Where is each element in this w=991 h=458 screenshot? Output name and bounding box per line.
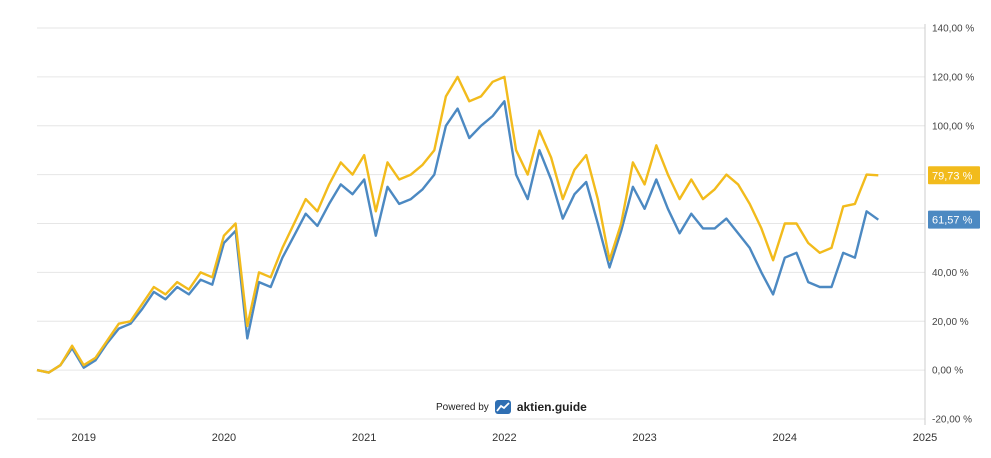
last-value-badges: 79,73 % 61,57 %: [928, 166, 980, 229]
y-tick-label: -20,00 %: [932, 415, 972, 426]
y-tick-label: 120,00 %: [932, 72, 974, 83]
x-tick-label: 2023: [632, 432, 656, 444]
brand-name: aktien.guide: [516, 400, 587, 414]
series-lines: [36, 75, 879, 374]
badge-value: 79,73 %: [932, 170, 973, 182]
x-tick-label: 2019: [71, 432, 95, 444]
x-tick-label: 2021: [352, 432, 376, 444]
powered-by-branding[interactable]: Powered by aktien.guide: [436, 398, 587, 416]
trend-logo-icon: [494, 400, 511, 414]
x-tick-label: 2025: [913, 432, 937, 444]
series-line-b: [36, 100, 879, 374]
badge-background: [928, 210, 980, 229]
grid-lines: [37, 24, 926, 425]
last-value-badge-b: 61,57 %: [928, 210, 980, 229]
y-tick-label: 140,00 %: [932, 24, 974, 35]
x-tick-label: 2020: [212, 432, 236, 444]
y-tick-label: 20,00 %: [932, 317, 969, 328]
x-tick-label: 2024: [773, 432, 797, 444]
last-value-badge-a: 79,73 %: [928, 166, 980, 185]
badge-background: [928, 166, 980, 185]
y-tick-label: 100,00 %: [932, 121, 974, 132]
badge-value: 61,57 %: [932, 215, 973, 227]
x-axis-ticks: 2019 2020 2021 2022 2023 2024 2025: [71, 432, 937, 444]
powered-by-label: Powered by: [436, 401, 489, 413]
series-line-a: [36, 75, 879, 374]
y-tick-label: 0,00 %: [932, 366, 963, 377]
y-tick-label: 40,00 %: [932, 268, 969, 279]
x-tick-label: 2022: [492, 432, 516, 444]
